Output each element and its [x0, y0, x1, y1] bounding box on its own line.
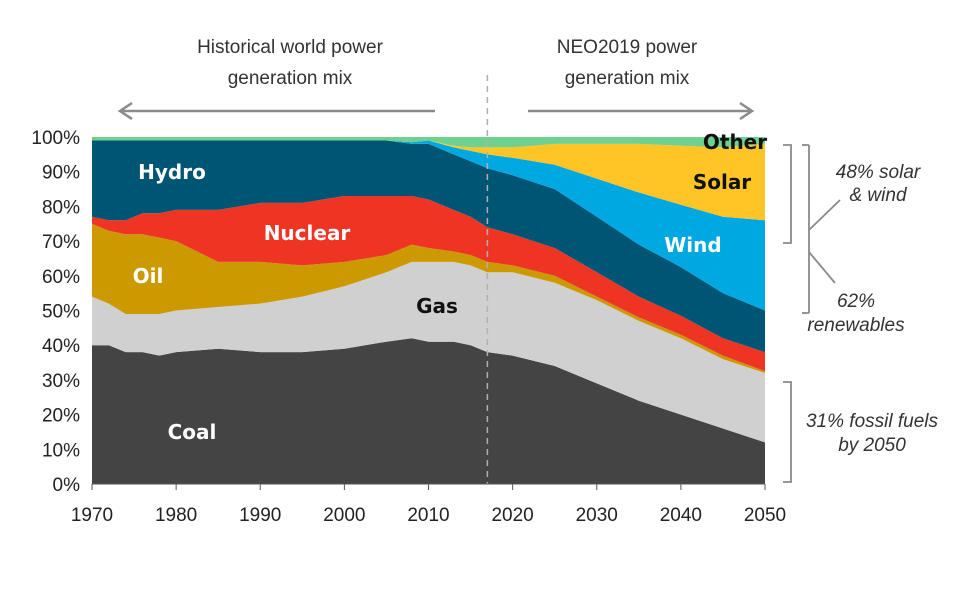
solar-wind-bracket: [783, 144, 841, 314]
x-tick-label: 2030: [576, 505, 618, 526]
x-tick-label: 1980: [155, 505, 197, 526]
y-tick-label: 0%: [53, 475, 81, 496]
y-tick-label: 30%: [42, 371, 80, 392]
y-tick-label: 20%: [42, 406, 80, 427]
y-tick-label: 60%: [42, 267, 80, 288]
series-label-gas: Gas: [416, 294, 458, 318]
area-nuclear: [92, 196, 765, 372]
historical-header-line2: generation mix: [228, 68, 353, 89]
y-tick-label: 40%: [42, 336, 80, 357]
x-tick-label: 2040: [660, 505, 702, 526]
series-label-other: Other: [703, 130, 767, 154]
area-coal: [92, 338, 765, 484]
area-solar: [92, 140, 765, 221]
x-tick-label: 1990: [239, 505, 281, 526]
renewables-note-line1: 62%: [837, 291, 875, 312]
fossil-note-line2: by 2050: [838, 435, 906, 456]
y-axis: 0% 10% 20% 30% 40% 50% 60% 70% 80% 90% 100%: [31, 128, 80, 496]
y-tick-label: 50%: [42, 302, 80, 323]
forecast-arrow: [528, 101, 755, 121]
y-tick-label: 100%: [31, 128, 80, 149]
area-other: [92, 137, 765, 148]
series-label-wind: Wind: [664, 233, 721, 257]
x-axis: 1970 1980 1990 2000 2010 2020 2030 2040 2050: [71, 484, 786, 526]
x-tick-label: 2010: [407, 505, 449, 526]
fossil-bracket: [783, 381, 792, 483]
solar-wind-note-line1: 48% solar: [836, 162, 921, 183]
area-oil: [92, 223, 765, 373]
area-gas: [92, 261, 765, 443]
renewables-note-line2: renewables: [807, 315, 905, 336]
renewables-bracket: [808, 251, 836, 284]
y-tick-label: 70%: [42, 232, 80, 253]
x-tick-label: 2050: [744, 505, 786, 526]
series-label-nuclear: Nuclear: [264, 221, 351, 245]
stacked-areas: [92, 137, 765, 484]
solar-wind-note-line2: & wind: [849, 185, 907, 206]
x-tick-label: 1970: [71, 505, 113, 526]
y-tick-label: 80%: [42, 197, 80, 218]
series-label-coal: Coal: [168, 420, 217, 444]
forecast-header-line1: NEO2019 power: [557, 37, 698, 58]
x-tick-label: 2000: [323, 505, 365, 526]
historical-arrow: [117, 101, 435, 121]
series-label-hydro: Hydro: [138, 160, 206, 184]
y-tick-label: 10%: [42, 440, 80, 461]
area-wind: [92, 140, 765, 311]
series-label-oil: Oil: [133, 264, 164, 288]
historical-header-line1: Historical world power: [197, 37, 384, 58]
x-tick-label: 2020: [491, 505, 533, 526]
y-tick-label: 90%: [42, 163, 80, 184]
series-label-solar: Solar: [693, 170, 751, 194]
fossil-note-line1: 31% fossil fuels: [806, 411, 939, 432]
area-hydro: [92, 140, 765, 353]
forecast-header-line2: generation mix: [565, 68, 690, 89]
